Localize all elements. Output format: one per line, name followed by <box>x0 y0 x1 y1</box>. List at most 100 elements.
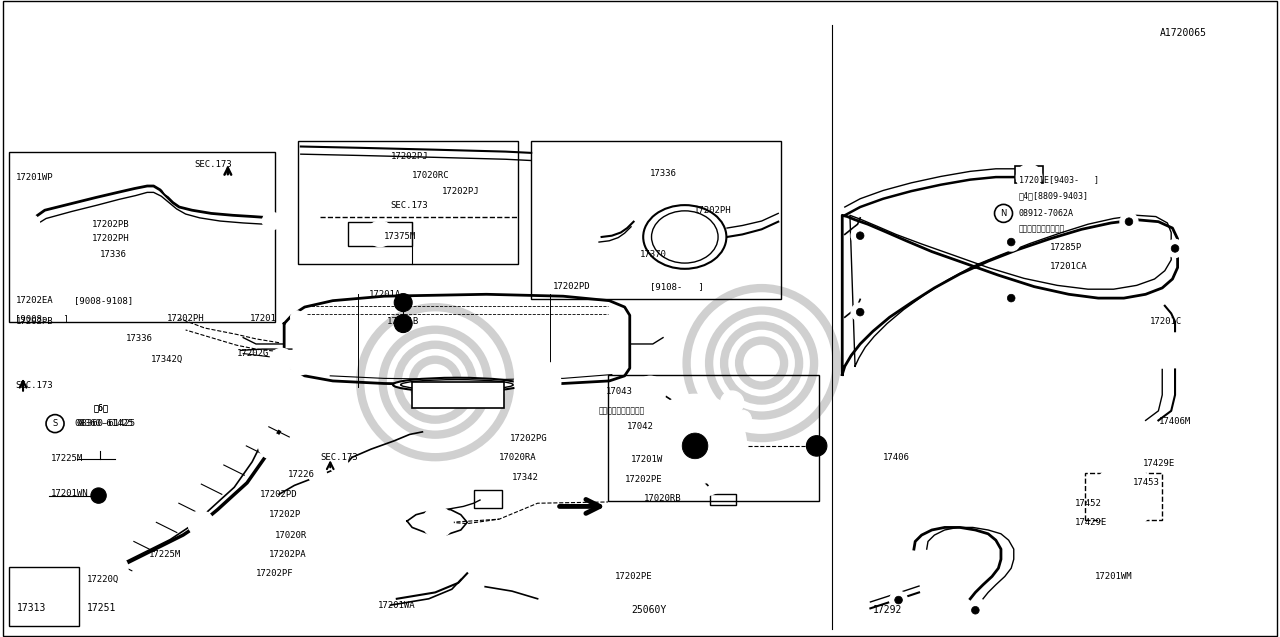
Circle shape <box>1007 238 1015 246</box>
Circle shape <box>367 221 393 247</box>
Text: A1720065: A1720065 <box>1160 28 1207 38</box>
Circle shape <box>641 383 659 401</box>
Text: 17202P: 17202P <box>269 510 301 519</box>
Text: 17202PB: 17202PB <box>15 317 52 326</box>
Text: [9008-   ]: [9008- ] <box>15 314 69 323</box>
Text: （6）: （6） <box>93 403 109 412</box>
Circle shape <box>1007 294 1015 302</box>
Text: 17201CA: 17201CA <box>1050 262 1087 271</box>
Circle shape <box>394 315 412 333</box>
Text: 17225M: 17225M <box>148 550 180 559</box>
Text: N: N <box>1001 209 1006 218</box>
Text: 17020R: 17020R <box>275 531 307 540</box>
Circle shape <box>394 294 412 311</box>
Circle shape <box>1166 240 1184 257</box>
Circle shape <box>1016 164 1042 190</box>
Text: S: S <box>52 419 58 428</box>
Bar <box>1085 473 1162 520</box>
Text: 17336: 17336 <box>100 250 127 259</box>
Bar <box>710 494 736 505</box>
Text: 17452: 17452 <box>1075 499 1102 508</box>
Circle shape <box>33 582 54 603</box>
Circle shape <box>188 511 214 536</box>
Text: 17285P: 17285P <box>1050 243 1082 252</box>
Text: 17342: 17342 <box>512 473 539 482</box>
Circle shape <box>262 212 280 230</box>
Circle shape <box>1171 245 1179 252</box>
Circle shape <box>856 308 864 316</box>
Text: 17226: 17226 <box>288 470 315 479</box>
Text: 17202PJ: 17202PJ <box>390 152 428 161</box>
Text: （構成部品は非販売）: （構成部品は非販売） <box>599 406 645 415</box>
Bar <box>9 567 79 626</box>
Circle shape <box>102 555 128 581</box>
Ellipse shape <box>393 378 521 392</box>
Circle shape <box>644 395 746 497</box>
Text: 25060Y: 25060Y <box>631 605 667 615</box>
Text: SEC.173: SEC.173 <box>390 201 428 210</box>
Text: 17201: 17201 <box>250 314 276 323</box>
Circle shape <box>635 376 666 407</box>
Circle shape <box>19 214 40 234</box>
Text: 08360-61425: 08360-61425 <box>77 419 136 428</box>
Text: 17336: 17336 <box>650 169 677 178</box>
Bar <box>9 152 275 322</box>
Text: 17429E: 17429E <box>1075 518 1107 527</box>
Text: （構成部品は非販売）: （構成部品は非販売） <box>1019 225 1065 234</box>
Circle shape <box>1125 218 1133 225</box>
Circle shape <box>611 311 623 324</box>
Circle shape <box>291 311 303 324</box>
Text: （4）[8809-9403]: （4）[8809-9403] <box>1019 192 1089 201</box>
Text: 17202PD: 17202PD <box>553 282 590 291</box>
Circle shape <box>806 436 827 456</box>
Text: 17020RA: 17020RA <box>499 453 536 462</box>
Text: 17370: 17370 <box>640 250 667 259</box>
Bar <box>298 141 518 264</box>
Circle shape <box>463 575 484 595</box>
Text: 17043: 17043 <box>605 387 632 396</box>
Circle shape <box>856 232 864 240</box>
Text: 17202PH: 17202PH <box>166 314 204 323</box>
Text: 17336: 17336 <box>125 334 152 343</box>
Circle shape <box>291 334 303 347</box>
Text: 17202PA: 17202PA <box>269 550 306 559</box>
Circle shape <box>308 466 326 483</box>
Circle shape <box>630 436 650 456</box>
Circle shape <box>1092 465 1156 529</box>
Bar <box>608 375 819 501</box>
Circle shape <box>721 391 744 414</box>
Text: 17202PE: 17202PE <box>614 572 652 581</box>
Text: 17202PH: 17202PH <box>694 206 731 215</box>
Text: 17201A: 17201A <box>369 290 401 299</box>
Ellipse shape <box>401 380 513 390</box>
Text: 17202PB: 17202PB <box>92 220 129 229</box>
Text: 17201E[9403-   ]: 17201E[9403- ] <box>1019 175 1100 184</box>
Circle shape <box>851 227 869 245</box>
Ellipse shape <box>644 205 727 269</box>
Text: SEC.173: SEC.173 <box>195 160 232 169</box>
Text: 17201WP: 17201WP <box>15 173 52 182</box>
Bar <box>531 141 781 299</box>
Text: 17020RB: 17020RB <box>644 494 681 503</box>
Circle shape <box>23 572 64 613</box>
Circle shape <box>972 606 979 614</box>
Text: 17020RC: 17020RC <box>412 171 449 180</box>
Circle shape <box>657 408 733 484</box>
Text: 17202PD: 17202PD <box>260 490 297 499</box>
Circle shape <box>163 176 183 196</box>
Text: 17220Q: 17220Q <box>87 575 119 584</box>
Circle shape <box>1120 213 1138 231</box>
Text: 17201W: 17201W <box>631 455 663 464</box>
Text: 17202PH: 17202PH <box>92 234 129 243</box>
Text: 17313: 17313 <box>17 603 46 613</box>
Text: 08912-7062A: 08912-7062A <box>1019 209 1074 218</box>
Bar <box>412 382 504 408</box>
Circle shape <box>749 451 767 469</box>
Text: 17453: 17453 <box>1133 478 1160 487</box>
Circle shape <box>666 218 704 256</box>
Circle shape <box>422 507 453 538</box>
Circle shape <box>733 410 751 428</box>
Text: 17201WA: 17201WA <box>378 601 415 610</box>
Circle shape <box>966 601 984 619</box>
Text: 17202PF: 17202PF <box>256 569 293 578</box>
